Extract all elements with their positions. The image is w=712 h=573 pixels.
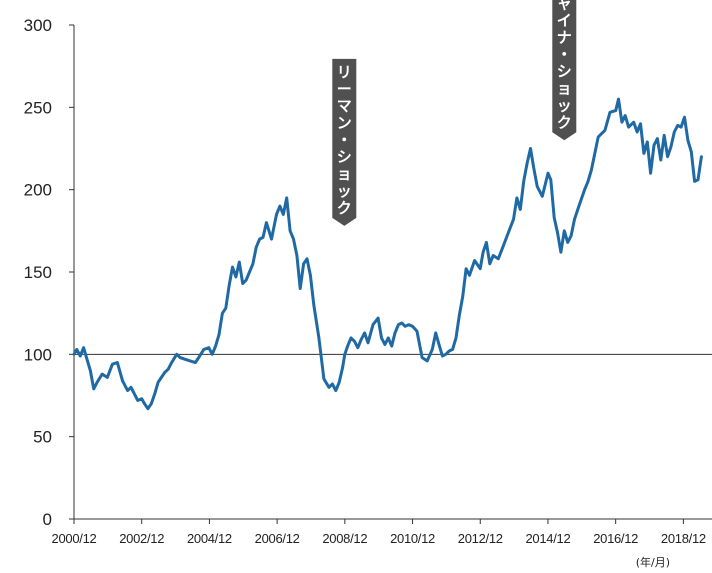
- y-tick-group: 0 50 100 150 200 250 300: [24, 16, 74, 529]
- annotation-group: リーマン・ショック チャイナ・ショック: [332, 0, 577, 226]
- annotation-1: リーマン・ショック: [332, 58, 357, 226]
- y-tick-label: 150: [24, 263, 52, 282]
- y-tick-label: 250: [24, 98, 52, 117]
- x-tick-label: 2008/12: [322, 531, 367, 546]
- annotation-banner: [552, 0, 577, 141]
- annotation-2: チャイナ・ショック: [552, 0, 577, 141]
- y-tick-label: 200: [24, 181, 52, 200]
- x-tick-label: 2012/12: [458, 531, 503, 546]
- y-tick-label: 0: [43, 510, 52, 529]
- x-tick-label: 2018/12: [661, 531, 706, 546]
- x-tick-label: 2000/12: [52, 531, 97, 546]
- y-tick-label: 50: [33, 428, 52, 447]
- x-axis: 2000/12 2002/12 2004/12 2006/12 2008/12 2010/…: [52, 518, 712, 569]
- x-tick-label: 2004/12: [187, 531, 232, 546]
- x-tick-label: 2006/12: [255, 531, 300, 546]
- x-tick-label: 2016/12: [593, 531, 638, 546]
- y-tick-label: 300: [24, 16, 52, 35]
- x-tick-label: 2014/12: [526, 531, 571, 546]
- x-tick-group: 2000/12 2002/12 2004/12 2006/12 2008/12 2010/…: [52, 519, 706, 546]
- annotation-banner: [332, 58, 357, 226]
- x-tick-label: 2002/12: [119, 531, 164, 546]
- series-line: [72, 97, 703, 411]
- y-tick-label: 100: [24, 345, 52, 364]
- x-tick-label: 2010/12: [390, 531, 435, 546]
- annotation-label: チャイナ・ショック: [557, 0, 572, 131]
- annotation-label: リーマン・ショック: [337, 63, 352, 217]
- x-unit-label: (年/月): [636, 555, 670, 569]
- y-axis: 0 50 100 150 200 250 300: [24, 16, 75, 529]
